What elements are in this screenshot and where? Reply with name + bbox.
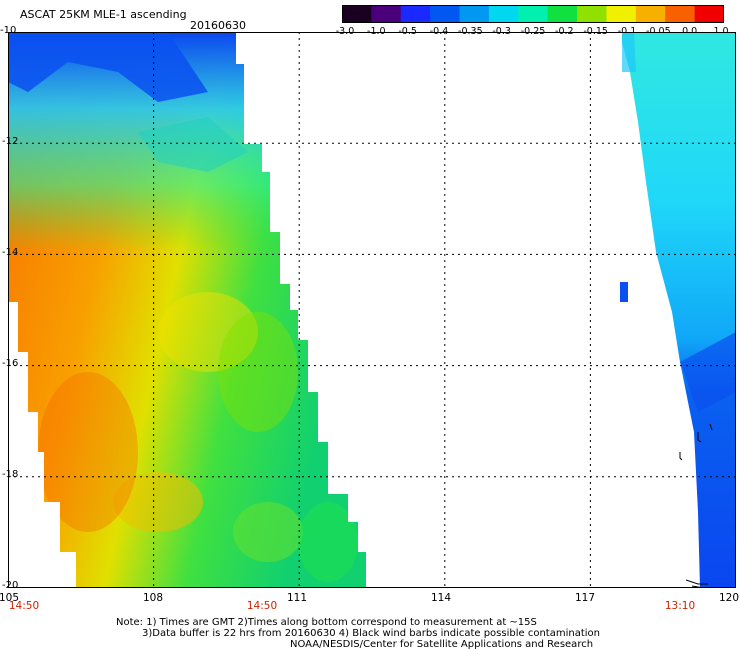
color-scale-tick-label: 1.0 <box>713 26 729 37</box>
color-scale-frame <box>342 5 724 23</box>
lat-label: -16 <box>2 358 19 369</box>
color-scale-tick-label: -0.35 <box>458 26 483 37</box>
pass-time: 14:50 <box>246 600 278 612</box>
color-scale-swatch <box>371 5 402 23</box>
color-scale-swatch <box>459 5 490 23</box>
color-scale-swatch <box>606 5 637 23</box>
color-scale-tick-label: -0.3 <box>492 26 511 37</box>
color-scale-tick-label: -0.1 <box>617 26 637 37</box>
color-scale-tick-label: 0.0 <box>682 26 698 37</box>
lat-label: -14 <box>2 247 19 258</box>
color-scale-swatch <box>694 5 724 23</box>
color-scale-tick-label: -0.2 <box>555 26 574 37</box>
note-line-3: NOAA/NESDIS/Center for Satellite Applica… <box>290 639 594 650</box>
lon-label: 108 <box>142 592 164 604</box>
lon-label: 105 <box>0 592 20 604</box>
map-frame <box>8 32 736 588</box>
color-scale-tick-label: -0.25 <box>520 26 546 37</box>
color-scale-swatch <box>547 5 578 23</box>
color-scale-swatch <box>518 5 549 23</box>
color-scale-tick-label: -3.0 <box>335 26 355 37</box>
color-scale-tick-label: -0.5 <box>398 26 417 37</box>
left-swath <box>8 32 366 588</box>
note-line-2: 3)Data buffer is 22 hrs from 20160630 4)… <box>142 628 600 639</box>
color-scale-tick-label: -1.0 <box>367 26 386 37</box>
grid-lines <box>8 32 736 588</box>
color-scale-swatch <box>635 5 666 23</box>
lat-label: -10 <box>0 25 17 36</box>
color-scale-bar <box>342 5 724 23</box>
color-scale-swatch <box>577 5 608 23</box>
pass-time: 14:50 <box>8 600 40 612</box>
color-scale-tick-label: -0.05 <box>646 26 671 37</box>
chart-date: 20160630 <box>190 19 246 32</box>
lat-label: -18 <box>2 469 19 480</box>
swath-map <box>8 32 736 588</box>
lon-label: 120 <box>718 592 740 604</box>
lon-label: 117 <box>574 592 596 604</box>
color-scale-swatch <box>488 5 519 23</box>
right-swath <box>620 32 736 588</box>
lat-label: -12 <box>2 136 19 147</box>
color-scale-tick-label: -0.15 <box>583 26 608 37</box>
color-scale-tick-label: -0.4 <box>429 26 449 37</box>
note-line-1: Note: 1) Times are GMT 2)Times along bot… <box>116 617 537 628</box>
color-scale-swatch <box>342 5 372 23</box>
color-scale-swatch <box>665 5 696 23</box>
chart-title: ASCAT 25KM MLE-1 ascending <box>20 8 187 21</box>
color-scale-swatch <box>430 5 461 23</box>
color-scale-swatch <box>400 5 431 23</box>
pass-time: 13:10 <box>664 600 696 612</box>
lon-label: 111 <box>286 592 308 604</box>
lat-label: -20 <box>2 580 19 591</box>
lon-label: 114 <box>430 592 452 604</box>
